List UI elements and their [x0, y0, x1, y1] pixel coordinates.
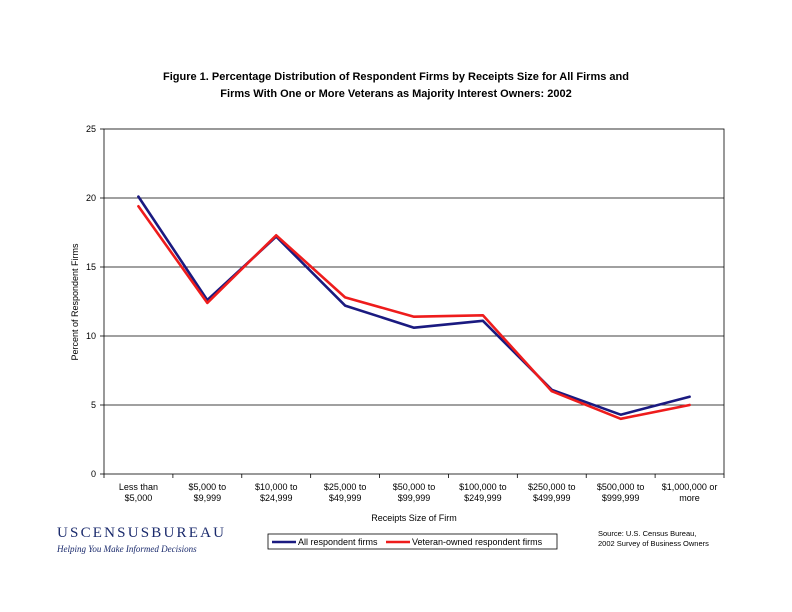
legend-label-all-firms: All respondent firms: [298, 537, 378, 547]
x-axis-ticks: [103, 474, 725, 478]
y-axis-tick-labels: 0 5 10 15 20 25: [86, 124, 96, 479]
x-tick-label-line: $5,000 to: [189, 482, 227, 492]
plot-area-border: [103, 128, 725, 475]
x-tick-label-line: $499,999: [533, 493, 571, 503]
source-line-2: 2002 Survey of Business Owners: [598, 539, 709, 548]
series-lines: [137, 195, 691, 421]
x-tick-label: $250,000 to $499,999: [528, 482, 576, 503]
legend-label-veteran-firms: Veteran-owned respondent firms: [412, 537, 543, 547]
x-tick-label: $50,000 to $99,999: [393, 482, 436, 503]
chart-subtitle: Firms With One or More Veterans as Major…: [220, 88, 571, 100]
chart-title: Figure 1. Percentage Distribution of Res…: [163, 71, 629, 83]
y-tick-label: 20: [86, 193, 96, 203]
x-tick-label-line: $249,999: [464, 493, 502, 503]
x-tick-label: $1,000,000 or more: [662, 482, 718, 503]
logo-wordmark: USCENSUSBUREAU: [57, 525, 226, 541]
x-tick-label: $25,000 to $49,999: [324, 482, 367, 503]
x-tick-label-line: $5,000: [125, 493, 153, 503]
series-line-veteran-firms: [137, 205, 691, 421]
legend-box: [267, 533, 558, 550]
x-tick-label-line: $250,000 to: [528, 482, 576, 492]
x-tick-label: $500,000 to $999,999: [597, 482, 645, 503]
x-tick-label-line: $9,999: [194, 493, 222, 503]
x-tick-label-line: $49,999: [329, 493, 362, 503]
x-tick-label-line: $50,000 to: [393, 482, 436, 492]
x-tick-label-line: $24,999: [260, 493, 293, 503]
x-tick-label-line: $99,999: [398, 493, 431, 503]
logo-tagline: Helping You Make Informed Decisions: [56, 544, 197, 554]
x-axis-title: Receipts Size of Firm: [371, 513, 457, 523]
x-tick-label-line: $1,000,000 or: [662, 482, 718, 492]
y-axis-title: Percent of Respondent Firms: [70, 243, 80, 361]
x-tick-label-line: $100,000 to: [459, 482, 507, 492]
x-tick-label: $100,000 to $249,999: [459, 482, 507, 503]
legend: All respondent firms Veteran-owned respo…: [267, 533, 558, 550]
x-tick-label-line: more: [679, 493, 700, 503]
x-tick-label: $10,000 to $24,999: [255, 482, 298, 503]
y-tick-label: 10: [86, 331, 96, 341]
x-tick-label-line: $500,000 to: [597, 482, 645, 492]
x-tick-label-line: $999,999: [602, 493, 640, 503]
x-tick-label-line: $25,000 to: [324, 482, 367, 492]
y-tick-label: 0: [91, 469, 96, 479]
y-tick-label: 5: [91, 400, 96, 410]
y-tick-label: 15: [86, 262, 96, 272]
x-axis-tick-labels: Less than $5,000 $5,000 to $9,999 $10,000 to…: [119, 482, 717, 503]
gridlines: [100, 128, 724, 475]
series-line-all-firms: [137, 195, 691, 417]
x-tick-label: $5,000 to $9,999: [189, 482, 227, 503]
source-line-1: Source: U.S. Census Bureau,: [598, 529, 696, 538]
census-bureau-logo: USCENSUSBUREAU Helping You Make Informed…: [56, 525, 226, 554]
x-tick-label-line: $10,000 to: [255, 482, 298, 492]
x-tick-label: Less than $5,000: [119, 482, 158, 503]
x-tick-label-line: Less than: [119, 482, 158, 492]
y-tick-label: 25: [86, 124, 96, 134]
